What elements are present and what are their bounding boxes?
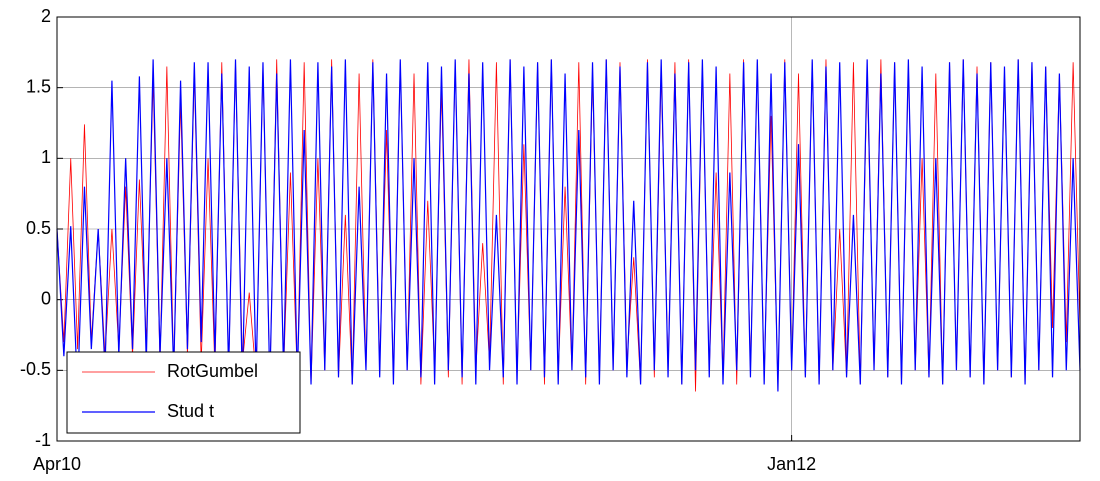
y-tick-label: 1: [41, 147, 51, 167]
legend-label: RotGumbel: [167, 361, 258, 381]
y-tick-label: 0.5: [26, 218, 51, 238]
plot-frame: [56, 16, 1081, 442]
y-tick-label: 0: [41, 288, 51, 308]
y-tick-label: 1.5: [26, 76, 51, 96]
y-tick-label: 2: [41, 6, 51, 26]
legend-label: Stud t: [167, 401, 214, 421]
legend-box: [66, 351, 301, 434]
y-tick-label: -1: [35, 430, 51, 450]
y-tick-label: -0.5: [20, 359, 51, 379]
series-line: [56, 59, 1081, 392]
x-tick-label: Jan12: [767, 454, 816, 474]
x-tick-label: Apr10: [33, 454, 81, 474]
